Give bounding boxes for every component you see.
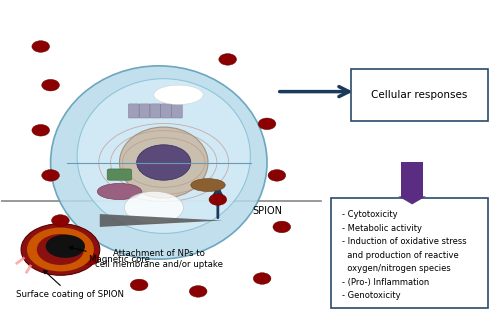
Text: - Metabolic activity: - Metabolic activity (342, 224, 422, 233)
Text: SPION: SPION (252, 206, 282, 216)
Ellipse shape (98, 183, 142, 200)
Circle shape (273, 221, 290, 233)
FancyBboxPatch shape (350, 69, 488, 121)
FancyBboxPatch shape (331, 198, 488, 307)
Circle shape (254, 273, 271, 284)
Circle shape (258, 118, 276, 130)
Polygon shape (100, 214, 223, 227)
Ellipse shape (191, 179, 225, 191)
FancyBboxPatch shape (161, 104, 172, 118)
Text: Cellular responses: Cellular responses (372, 90, 468, 100)
FancyBboxPatch shape (139, 104, 150, 118)
Circle shape (21, 224, 100, 275)
Ellipse shape (50, 66, 267, 259)
FancyBboxPatch shape (172, 104, 182, 118)
Wedge shape (27, 227, 94, 271)
FancyBboxPatch shape (107, 169, 132, 180)
Text: oxygen/nitrogen species: oxygen/nitrogen species (342, 264, 450, 273)
Text: - Genotoxicity: - Genotoxicity (342, 292, 400, 300)
Text: Surface coating of SPION: Surface coating of SPION (16, 270, 124, 299)
Text: - (Pro-) Inflammation: - (Pro-) Inflammation (342, 278, 429, 287)
Circle shape (42, 79, 60, 91)
Circle shape (209, 194, 226, 205)
Text: - Induction of oxidative stress: - Induction of oxidative stress (342, 237, 466, 246)
Circle shape (81, 254, 99, 265)
Circle shape (136, 145, 191, 180)
Ellipse shape (154, 85, 203, 105)
Ellipse shape (77, 79, 250, 233)
Ellipse shape (120, 127, 208, 198)
Text: Magnetic core: Magnetic core (70, 246, 150, 264)
Circle shape (52, 215, 70, 226)
Circle shape (32, 41, 50, 52)
Circle shape (190, 286, 207, 297)
Circle shape (42, 170, 60, 181)
Circle shape (268, 170, 285, 181)
FancyBboxPatch shape (128, 104, 139, 118)
Ellipse shape (46, 235, 85, 258)
FancyBboxPatch shape (150, 104, 161, 118)
Bar (402, 162, 423, 198)
Text: and production of reactive: and production of reactive (342, 251, 458, 260)
Text: Attachment of NPs to
cell membrane and/or uptake: Attachment of NPs to cell membrane and/o… (95, 250, 223, 269)
Ellipse shape (124, 191, 184, 224)
Circle shape (219, 54, 236, 65)
Polygon shape (398, 196, 426, 204)
Circle shape (130, 279, 148, 291)
Circle shape (32, 124, 50, 136)
Text: - Cytotoxicity: - Cytotoxicity (342, 210, 398, 219)
